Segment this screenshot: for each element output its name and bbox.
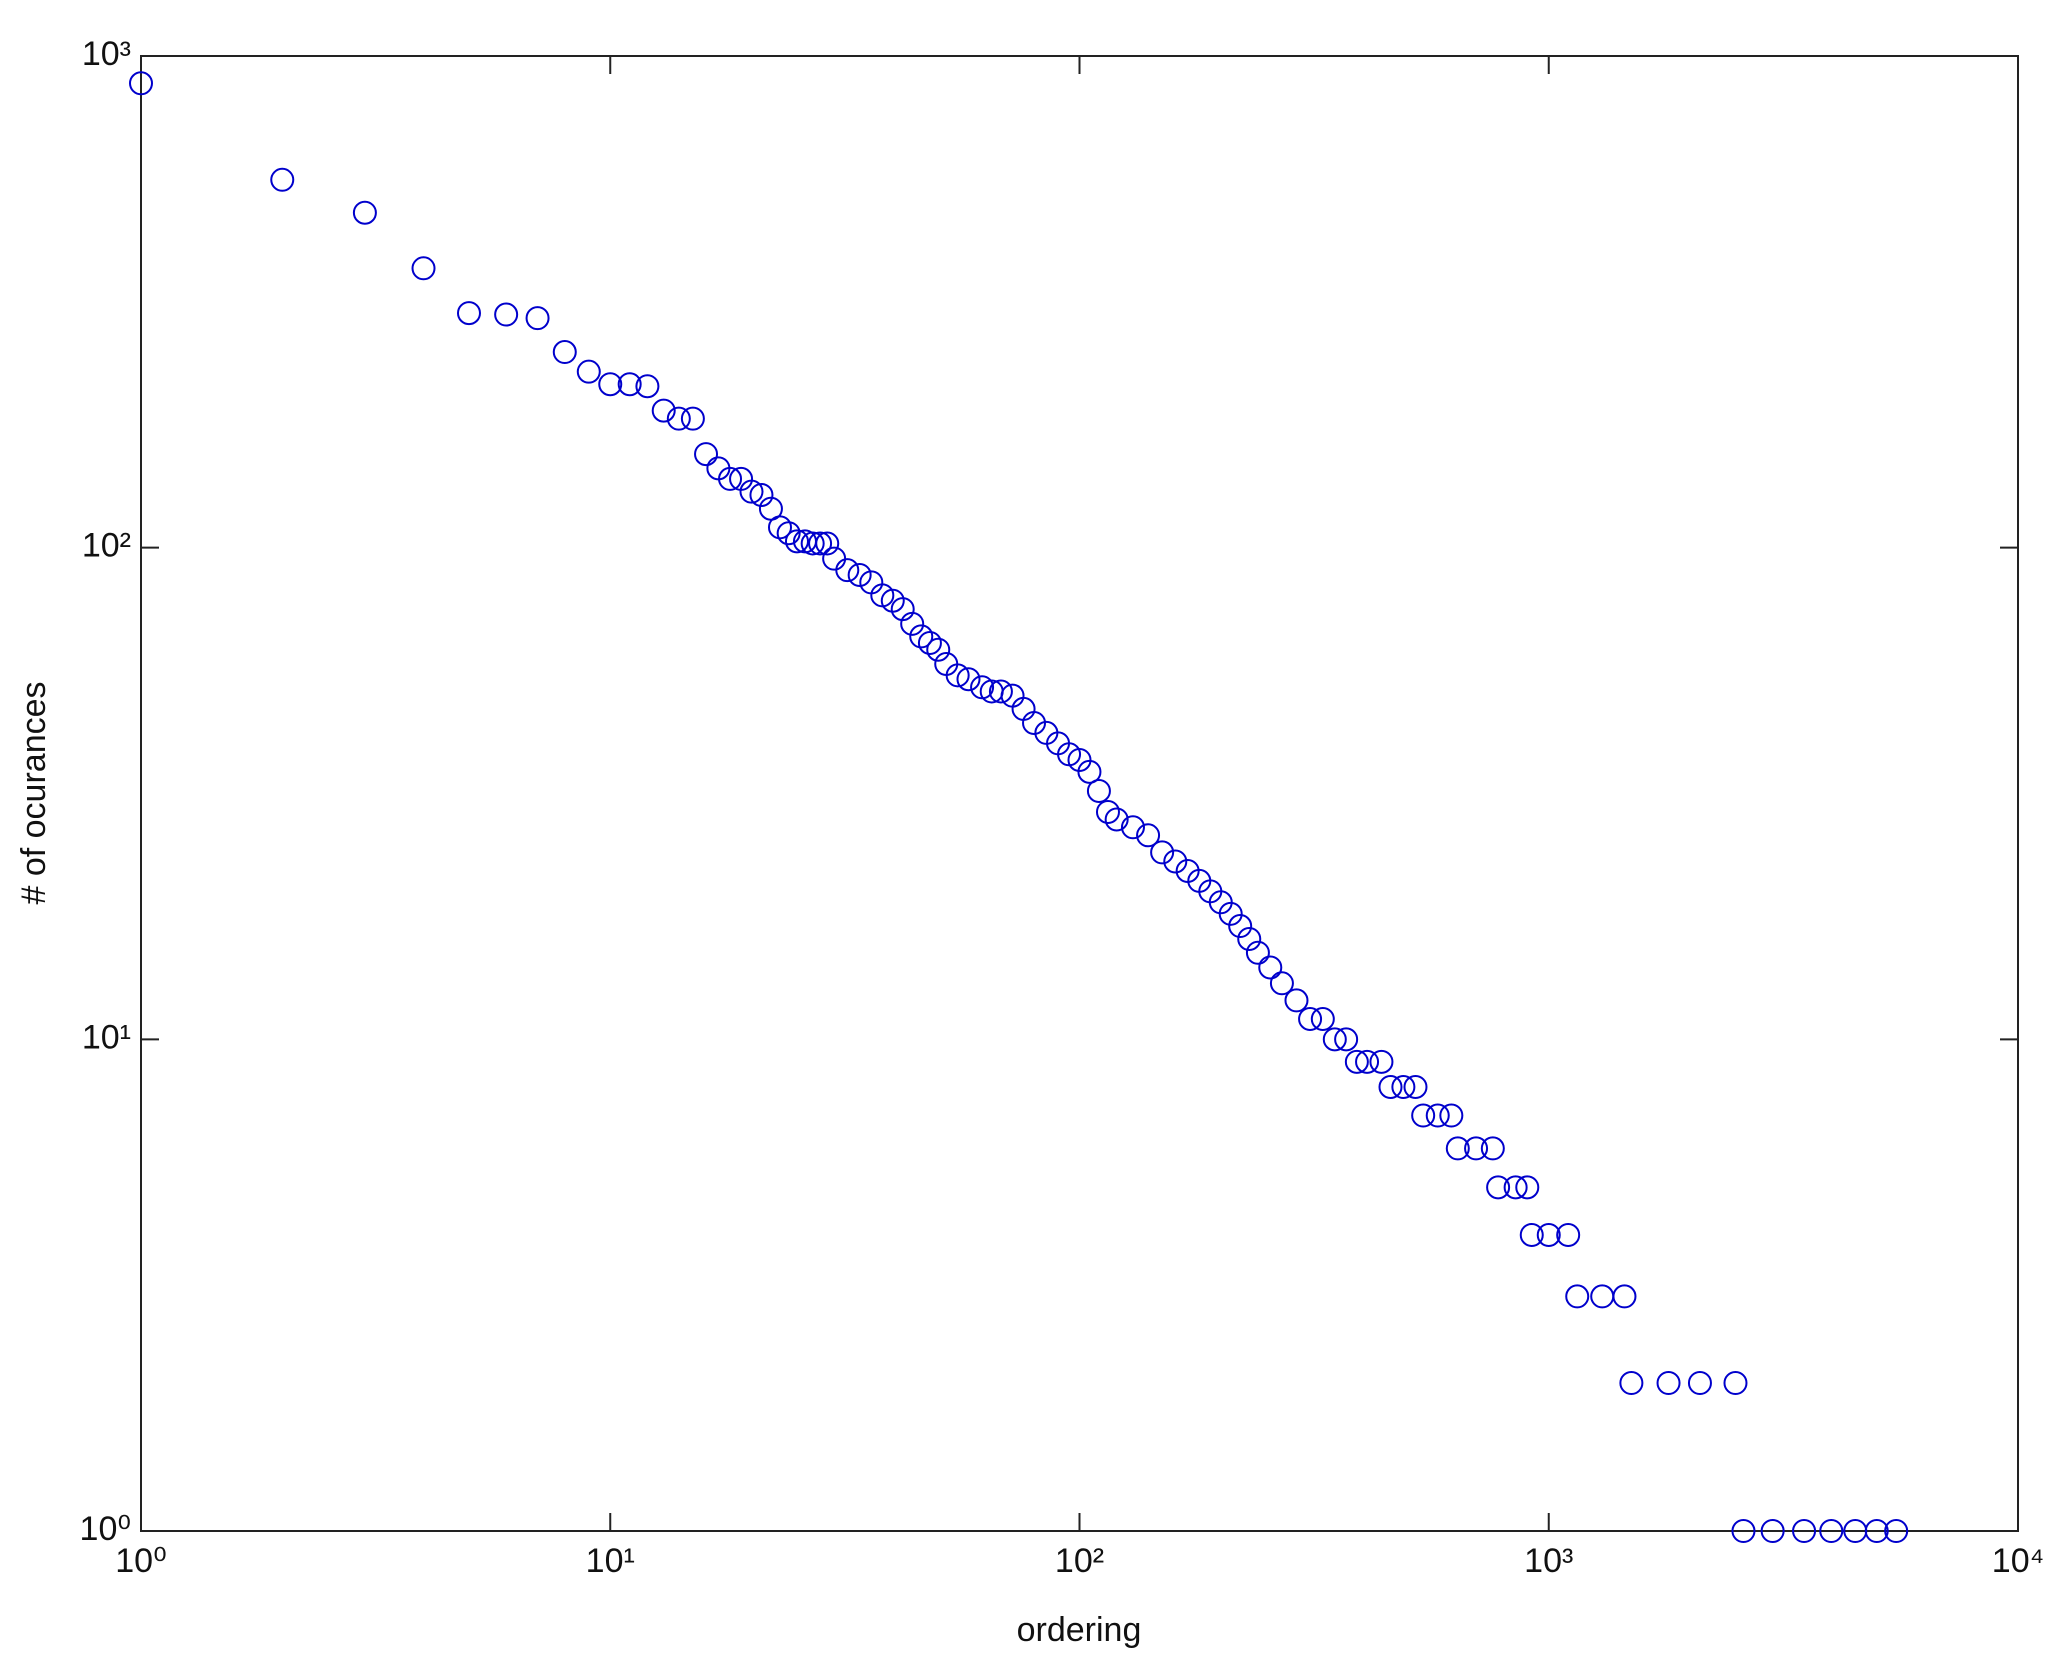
point <box>1439 1103 1464 1128</box>
point <box>1011 696 1036 721</box>
point <box>1136 823 1161 848</box>
point <box>1218 901 1243 926</box>
point <box>988 679 1013 704</box>
point <box>1503 1175 1528 1200</box>
x-tick-label: 10⁴ <box>1992 1542 2044 1580</box>
point <box>718 466 743 491</box>
point <box>1536 1222 1561 1247</box>
point <box>1086 778 1111 803</box>
point <box>1565 1284 1590 1309</box>
point <box>909 624 934 649</box>
point <box>1369 1049 1394 1074</box>
point <box>739 479 764 504</box>
point <box>617 372 642 397</box>
point <box>456 301 481 326</box>
point <box>1445 1136 1470 1161</box>
x-tick-label: 10² <box>1055 1542 1104 1580</box>
y-axis-label: # of ocurances <box>15 681 53 904</box>
point <box>1884 1519 1909 1543</box>
point <box>1077 759 1102 784</box>
point <box>635 374 660 399</box>
point <box>926 637 951 662</box>
point <box>1590 1284 1615 1309</box>
point <box>847 562 872 587</box>
point <box>1334 1027 1359 1052</box>
point <box>1322 1027 1347 1052</box>
point <box>808 531 833 556</box>
point <box>129 71 153 96</box>
point <box>1760 1519 1785 1543</box>
point <box>900 611 925 636</box>
point <box>1612 1284 1637 1309</box>
point <box>784 529 809 554</box>
point <box>525 306 550 331</box>
point <box>1480 1136 1505 1161</box>
point <box>1464 1136 1489 1161</box>
point <box>1792 1519 1817 1543</box>
point <box>1355 1049 1380 1074</box>
point <box>1284 988 1309 1013</box>
point <box>1425 1103 1450 1128</box>
point <box>598 372 623 397</box>
point <box>1391 1074 1416 1099</box>
point <box>576 359 601 384</box>
point <box>800 531 825 556</box>
point <box>1269 971 1294 996</box>
point <box>1237 926 1262 951</box>
point <box>945 663 970 688</box>
point <box>1556 1222 1581 1247</box>
point <box>1310 1006 1335 1031</box>
point <box>1258 955 1283 980</box>
point <box>1150 840 1175 865</box>
y-tick-label: 10³ <box>82 35 131 73</box>
point <box>1163 849 1188 874</box>
point <box>1245 940 1270 965</box>
point <box>1519 1222 1544 1247</box>
point <box>776 521 801 546</box>
point <box>1104 807 1129 832</box>
point <box>835 558 860 583</box>
point <box>1486 1175 1511 1200</box>
point <box>1228 914 1253 939</box>
point <box>1864 1519 1889 1543</box>
point <box>1000 683 1025 708</box>
plot-frame <box>140 55 2019 1532</box>
point <box>694 442 719 467</box>
point <box>1656 1370 1681 1395</box>
point <box>666 406 691 431</box>
point <box>494 302 519 327</box>
point <box>270 167 295 192</box>
point <box>352 200 377 225</box>
point <box>749 482 774 507</box>
x-tick-label: 10¹ <box>586 1542 635 1580</box>
point <box>1687 1370 1712 1395</box>
y-tick-label: 10⁰ <box>80 1510 131 1548</box>
point <box>1411 1103 1436 1128</box>
point <box>552 340 577 365</box>
point <box>1095 799 1120 824</box>
point <box>1403 1074 1428 1099</box>
x-tick-label: 10⁰ <box>115 1542 166 1580</box>
point <box>917 630 942 655</box>
point <box>1515 1175 1540 1200</box>
point <box>815 531 840 556</box>
point <box>1298 1006 1323 1031</box>
point <box>1731 1519 1756 1543</box>
point <box>1120 815 1145 840</box>
point <box>1723 1370 1748 1395</box>
point <box>1378 1074 1403 1099</box>
y-tick-label: 10¹ <box>82 1018 131 1056</box>
point <box>956 667 981 692</box>
point <box>651 398 676 423</box>
point <box>680 406 705 431</box>
point <box>1819 1519 1844 1543</box>
x-axis-label: ordering <box>1017 1611 1142 1649</box>
point <box>411 256 436 281</box>
point <box>1619 1370 1644 1395</box>
y-tick-label: 10² <box>82 527 131 565</box>
point <box>1344 1049 1369 1074</box>
x-tick-label: 10³ <box>1524 1542 1573 1580</box>
